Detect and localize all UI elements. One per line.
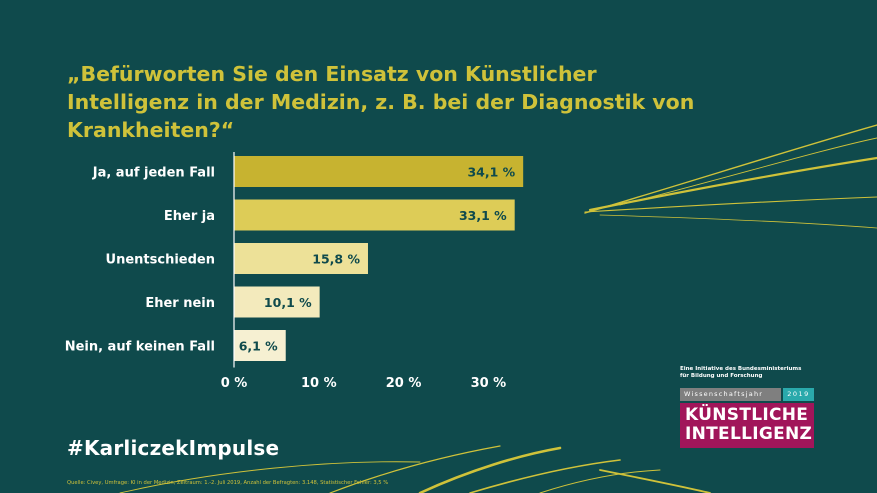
bar [234,243,368,274]
x-tick-label: 0 % [221,376,248,391]
category-label: Nein, auf keinen Fall [65,340,215,355]
category-label: Eher nein [145,296,215,311]
ki-logo-line1: KÜNSTLICHE [685,405,809,425]
bar [234,156,524,187]
hashtag[interactable]: #KarliczekImpulse [67,436,280,460]
ki-logo-box: KÜNSTLICHE INTELLIGENZ [680,403,814,448]
data-label: 10,1 % [264,295,312,310]
category-label: Unentschieden [106,253,215,268]
x-tick-label: 10 % [301,376,337,391]
bar [234,330,286,361]
source-note: Quelle: Civey, Umfrage: KI in der Medizi… [67,480,389,486]
wissenschaftsjahr-label: Wissenschaftsjahr [680,388,781,401]
wissenschaftsjahr-logo: Eine Initiative des Bundesministeriums f… [680,366,814,448]
bar [234,199,515,231]
category-label: Ja, auf jeden Fall [92,166,215,181]
x-tick-label: 30 % [471,376,507,391]
data-label: 34,1 % [467,165,515,180]
bar [234,286,320,318]
data-label: 15,8 % [312,252,360,267]
initiative-text: Eine Initiative des Bundesministeriums f… [680,366,802,379]
data-label: 33,1 % [459,208,507,223]
year-badge: 2019 [783,388,814,401]
chart-title: „Befürworten Sie den Einsatz von Künstli… [67,62,695,142]
ki-logo-line2: INTELLIGENZ [685,424,813,444]
data-label: 6,1 % [239,339,278,354]
x-tick-label: 20 % [386,376,422,391]
category-label: Eher ja [164,209,215,224]
wissenschaftsjahr-bar: Wissenschaftsjahr 2019 [680,388,814,401]
